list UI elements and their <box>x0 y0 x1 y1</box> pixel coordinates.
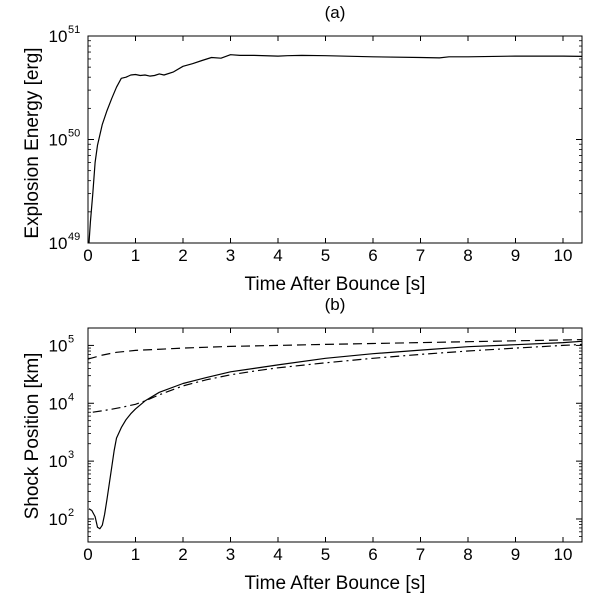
x-tick-label: 4 <box>273 545 282 564</box>
panel-a-series <box>88 54 583 244</box>
panel-a-xlabel: Time After Bounce [s] <box>245 274 426 295</box>
y-tick-exponent: 49 <box>68 231 80 243</box>
y-tick-exponent: 2 <box>68 507 74 519</box>
panel-b-tick-marks <box>87 328 582 542</box>
series-line-dashdot <box>92 343 583 413</box>
y-tick-base: 10 <box>49 336 68 355</box>
panel-a: (a) Explosion Energy [erg] Time After Bo… <box>22 3 583 295</box>
x-tick-label: 8 <box>463 246 472 265</box>
panel-b-title: (b) <box>325 295 346 314</box>
y-tick-label: 10 2 <box>49 507 75 529</box>
x-tick-label: 6 <box>368 545 377 564</box>
x-tick-label: 3 <box>226 246 235 265</box>
y-tick-exponent: 3 <box>68 449 74 461</box>
panel-a-tick-marks <box>87 36 582 243</box>
x-tick-label: 2 <box>178 246 187 265</box>
y-tick-base: 10 <box>49 394 68 413</box>
x-tick-label: 10 <box>554 545 573 564</box>
panel-b-plot-frame <box>87 327 583 543</box>
series-line-solid <box>88 340 583 530</box>
panel-b: (b) Shock Position [km] Time After Bounc… <box>22 295 583 594</box>
x-tick-label: 0 <box>83 246 92 265</box>
x-tick-label: 5 <box>321 246 330 265</box>
x-tick-label: 7 <box>416 246 425 265</box>
y-tick-label: 10 49 <box>49 231 81 253</box>
x-tick-label: 3 <box>226 545 235 564</box>
panel-b-series <box>87 339 583 530</box>
series-line-solid <box>88 54 583 244</box>
x-tick-label: 6 <box>368 246 377 265</box>
x-tick-label: 0 <box>83 545 92 564</box>
y-tick-base: 10 <box>49 452 68 471</box>
x-tick-label: 4 <box>273 246 282 265</box>
y-tick-exponent: 5 <box>68 333 74 345</box>
y-tick-label: 10 51 <box>49 24 81 46</box>
y-tick-exponent: 50 <box>68 128 80 140</box>
panel-b-ylabel: Shock Position [km] <box>22 353 43 520</box>
y-tick-base: 10 <box>49 234 68 253</box>
x-tick-label: 2 <box>178 545 187 564</box>
x-tick-label: 10 <box>554 246 573 265</box>
x-tick-label: 9 <box>511 246 520 265</box>
y-tick-exponent: 4 <box>68 391 74 403</box>
series-line-dashed <box>87 339 583 360</box>
panel-b-xlabel: Time After Bounce [s] <box>245 573 426 594</box>
panel-a-ylabel: Explosion Energy [erg] <box>22 47 43 238</box>
y-tick-label: 10 3 <box>49 449 75 471</box>
y-tick-label: 10 5 <box>49 333 75 355</box>
x-tick-label: 9 <box>511 545 520 564</box>
panel-a-plot-frame <box>87 35 583 244</box>
x-tick-label: 1 <box>131 545 140 564</box>
panel-a-x-tick-labels: 0 1 2 3 4 5 6 7 8 9 10 <box>83 246 572 265</box>
y-tick-base: 10 <box>49 27 68 46</box>
panel-a-title: (a) <box>325 3 346 22</box>
y-tick-base: 10 <box>49 510 68 529</box>
x-tick-label: 8 <box>463 545 472 564</box>
y-tick-label: 10 4 <box>49 391 75 413</box>
panel-b-x-tick-labels: 0 1 2 3 4 5 6 7 8 9 10 <box>83 545 572 564</box>
y-tick-label: 10 50 <box>49 128 81 150</box>
x-tick-label: 7 <box>416 545 425 564</box>
x-tick-label: 1 <box>131 246 140 265</box>
x-tick-label: 5 <box>321 545 330 564</box>
y-tick-base: 10 <box>49 131 68 150</box>
y-tick-exponent: 51 <box>68 24 80 36</box>
